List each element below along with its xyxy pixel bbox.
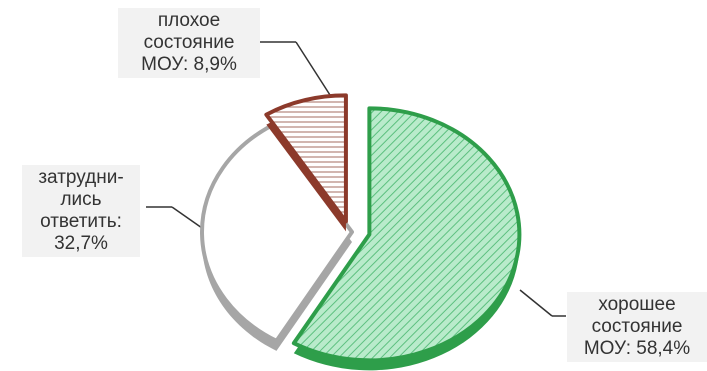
slice-label-good-line-1: хорошее (598, 294, 676, 315)
slice-label-bad-line-3: МОУ: 8,9% (141, 54, 237, 75)
slice-label-bad-condition: плохое состояние МОУ: 8,9% (118, 8, 260, 78)
slice-label-bad-line-1: плохое (157, 10, 221, 31)
slice-label-good-line-2: состояние (591, 316, 683, 337)
slice-good-condition (291, 106, 522, 363)
slice-label-good-line-3: МОУ: 58,4% (583, 338, 691, 359)
slice-label-bad-line-2: состояние (143, 32, 235, 53)
slice-label-undecided: затрудни- лись ответить: 32,7% (22, 165, 140, 257)
slice-label-undecided-line-4: 32,7% (54, 233, 108, 254)
slice-label-undecided-line-3: ответить: (40, 211, 122, 232)
leader-line-good (519, 289, 553, 317)
slice-label-good-condition: хорошее состояние МОУ: 58,4% (567, 292, 707, 362)
slice-bad-condition (264, 93, 348, 224)
leader-line-hard-diag (171, 206, 203, 229)
slice-label-undecided-line-1: затрудни- (38, 167, 124, 188)
pie-slices (200, 93, 522, 371)
slice-label-undecided-line-2: лись (60, 189, 102, 210)
leader-lines (146, 41, 566, 317)
slice-undecided (200, 123, 354, 343)
leader-line-bad-diag (295, 41, 331, 96)
